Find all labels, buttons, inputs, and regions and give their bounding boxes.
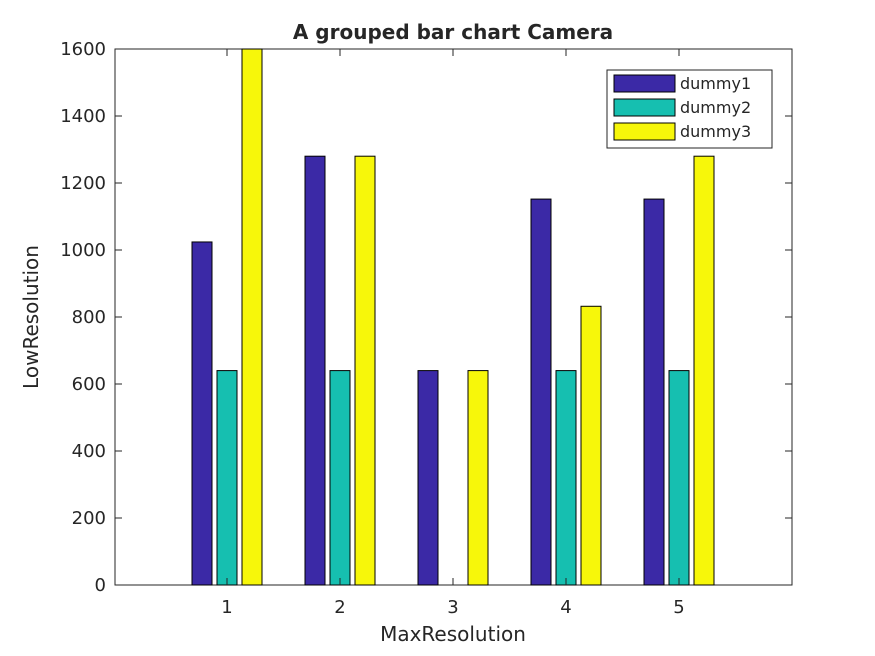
bar-dummy2-cat-2	[329, 370, 351, 586]
bar-dummy3-cat-4	[580, 305, 602, 586]
x-tick-label: 4	[560, 597, 571, 618]
x-axis-label: MaxResolution	[380, 622, 526, 646]
y-tick-label: 800	[72, 307, 106, 328]
legend-label-dummy1: dummy1	[680, 74, 751, 93]
x-tick-label: 5	[673, 597, 684, 618]
y-tick-label: 1200	[60, 173, 106, 194]
bar-dummy3-cat-5	[693, 155, 715, 586]
x-tick-label: 2	[334, 597, 345, 618]
bars-group	[191, 48, 715, 586]
legend: dummy1 dummy2 dummy3	[606, 69, 773, 149]
y-tick-label: 600	[72, 374, 106, 395]
legend-swatch-dummy3	[613, 122, 676, 141]
bar-dummy2-cat-4	[555, 370, 577, 586]
bar-dummy2-cat-5	[668, 370, 690, 586]
bar-dummy3-cat-3	[467, 370, 489, 586]
x-axis-ticks: 1 2 3 4 5	[221, 49, 685, 618]
legend-swatch-dummy2	[613, 98, 676, 117]
bar-dummy1-cat-5	[643, 198, 665, 586]
legend-swatch-dummy1	[613, 74, 676, 93]
y-tick-label: 1600	[60, 39, 106, 60]
y-tick-label: 1400	[60, 106, 106, 127]
bar-dummy1-cat-4	[530, 198, 552, 586]
x-tick-label: 3	[447, 597, 458, 618]
y-tick-label: 200	[72, 508, 106, 529]
bar-dummy1-cat-3	[417, 370, 439, 586]
y-axis-label: LowResolution	[19, 245, 43, 389]
bar-dummy3-cat-1	[241, 48, 263, 586]
y-tick-label: 400	[72, 441, 106, 462]
y-axis-ticks: 0 200 400 600 800 1000 1200 1400 1600	[60, 39, 792, 596]
x-tick-label: 1	[221, 597, 232, 618]
legend-label-dummy3: dummy3	[680, 122, 751, 141]
y-tick-label: 1000	[60, 240, 106, 261]
bar-dummy2-cat-1	[216, 370, 238, 586]
bar-dummy1-cat-1	[191, 241, 213, 586]
bar-dummy1-cat-2	[304, 155, 326, 586]
legend-label-dummy2: dummy2	[680, 98, 751, 117]
bar-dummy3-cat-2	[354, 155, 376, 586]
chart-title: A grouped bar chart Camera	[293, 20, 613, 44]
y-tick-label: 0	[95, 575, 106, 596]
